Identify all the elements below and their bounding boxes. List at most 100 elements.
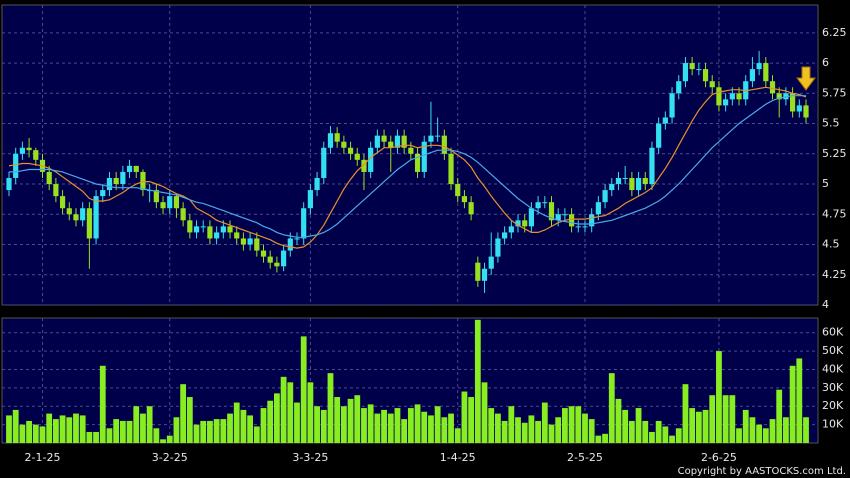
volume-bar [300, 336, 307, 443]
candle-body [187, 220, 193, 233]
candle-body [120, 171, 126, 185]
volume-bar [615, 398, 622, 443]
volume-bar [655, 420, 662, 443]
volume-bar [776, 389, 783, 443]
candle-body [106, 177, 113, 191]
volume-bar [555, 417, 562, 443]
candle-body [481, 268, 488, 281]
candle-body [59, 196, 66, 209]
volume-bar [66, 417, 73, 443]
candle-body [769, 81, 776, 94]
volume-bar [320, 409, 327, 443]
volume-bar [407, 408, 414, 443]
candle-body [133, 165, 139, 172]
volume-bar [803, 417, 809, 443]
volume-bar [213, 419, 220, 443]
volume-bar [608, 373, 615, 443]
volume-bar [354, 395, 361, 443]
candle-body [542, 202, 548, 204]
candle-body [575, 226, 581, 228]
volume-bar [374, 413, 381, 443]
candle-body [629, 177, 635, 191]
volume-bar [59, 415, 66, 443]
candle-body [756, 63, 762, 70]
candle-body [26, 147, 32, 151]
y-tick-label: 60K [822, 326, 844, 339]
candle-body [66, 208, 72, 215]
candle-body [475, 262, 481, 281]
candle-body [334, 133, 340, 142]
candle-body [401, 135, 407, 148]
volume-bar [561, 408, 568, 443]
candle-body [260, 250, 267, 257]
arrow-icon [796, 66, 816, 91]
volume-bar [173, 417, 180, 443]
candle-body [595, 202, 601, 215]
volume-bar [334, 397, 341, 443]
volume-bar [113, 419, 120, 443]
candle-body [441, 135, 447, 154]
candle-body [743, 81, 749, 100]
volume-bar [474, 319, 481, 443]
volume-bar [709, 395, 716, 443]
volume-bar [695, 411, 702, 443]
volume-bar [394, 408, 401, 443]
volume-bar [535, 420, 542, 443]
candle-body [716, 87, 722, 106]
volume-bar [193, 424, 200, 443]
x-tick-label: 1-4-25 [440, 451, 476, 464]
volume-bar [207, 420, 213, 443]
volume-bar [180, 384, 187, 443]
candle-body [294, 238, 300, 240]
plot-layer: 2-1-25 3-2-25 3-3-25 1-4-25 2-5-25 2-6-25 4 4.2… [2, 5, 847, 464]
volume-bar [12, 409, 19, 443]
candle-body [240, 238, 247, 245]
volume-bar [722, 395, 729, 443]
candle-body [803, 105, 809, 118]
volume-bar [119, 420, 126, 443]
candle-body [562, 214, 568, 216]
candle-body [662, 117, 668, 124]
volume-bar [381, 409, 387, 443]
candle-body [200, 226, 206, 228]
volume-bar [448, 413, 454, 443]
candle-body [689, 63, 695, 70]
volume-bar [160, 439, 166, 443]
candle-body [287, 238, 293, 251]
volume-bar [280, 376, 287, 443]
candle-body [528, 208, 535, 227]
candle-body [622, 177, 628, 179]
candle-body [736, 93, 742, 100]
candle-body [676, 81, 682, 94]
candle-body [80, 208, 86, 221]
candle-body [615, 177, 622, 185]
volume-bar [126, 420, 133, 443]
y-tick-label: 5.75 [822, 86, 847, 99]
candle-body [214, 232, 220, 239]
candle-body [468, 202, 474, 215]
volume-bar [488, 408, 495, 443]
x-tick-label: 3-2-25 [152, 451, 188, 464]
candle-body [220, 226, 226, 233]
candle-body [461, 196, 468, 203]
volume-bar [468, 397, 475, 443]
candle-body [421, 141, 427, 172]
candle-body [776, 93, 782, 100]
volume-bar [140, 413, 146, 443]
volume-bar [461, 391, 468, 443]
y-tick-label: 5 [822, 177, 829, 190]
candle-body [656, 123, 662, 148]
volume-bar [783, 417, 789, 443]
volume-bar [79, 415, 86, 443]
x-tick-label: 2-5-25 [567, 451, 603, 464]
candle-body [274, 262, 280, 267]
candle-body [347, 147, 354, 154]
volume-bar [93, 431, 99, 443]
volume-bar [6, 415, 12, 443]
candle-body [93, 196, 99, 239]
volume-bar [762, 428, 769, 443]
volume-bar [662, 426, 669, 443]
candle-body [682, 63, 689, 82]
volume-bar [428, 415, 434, 443]
candle-body [374, 135, 380, 148]
